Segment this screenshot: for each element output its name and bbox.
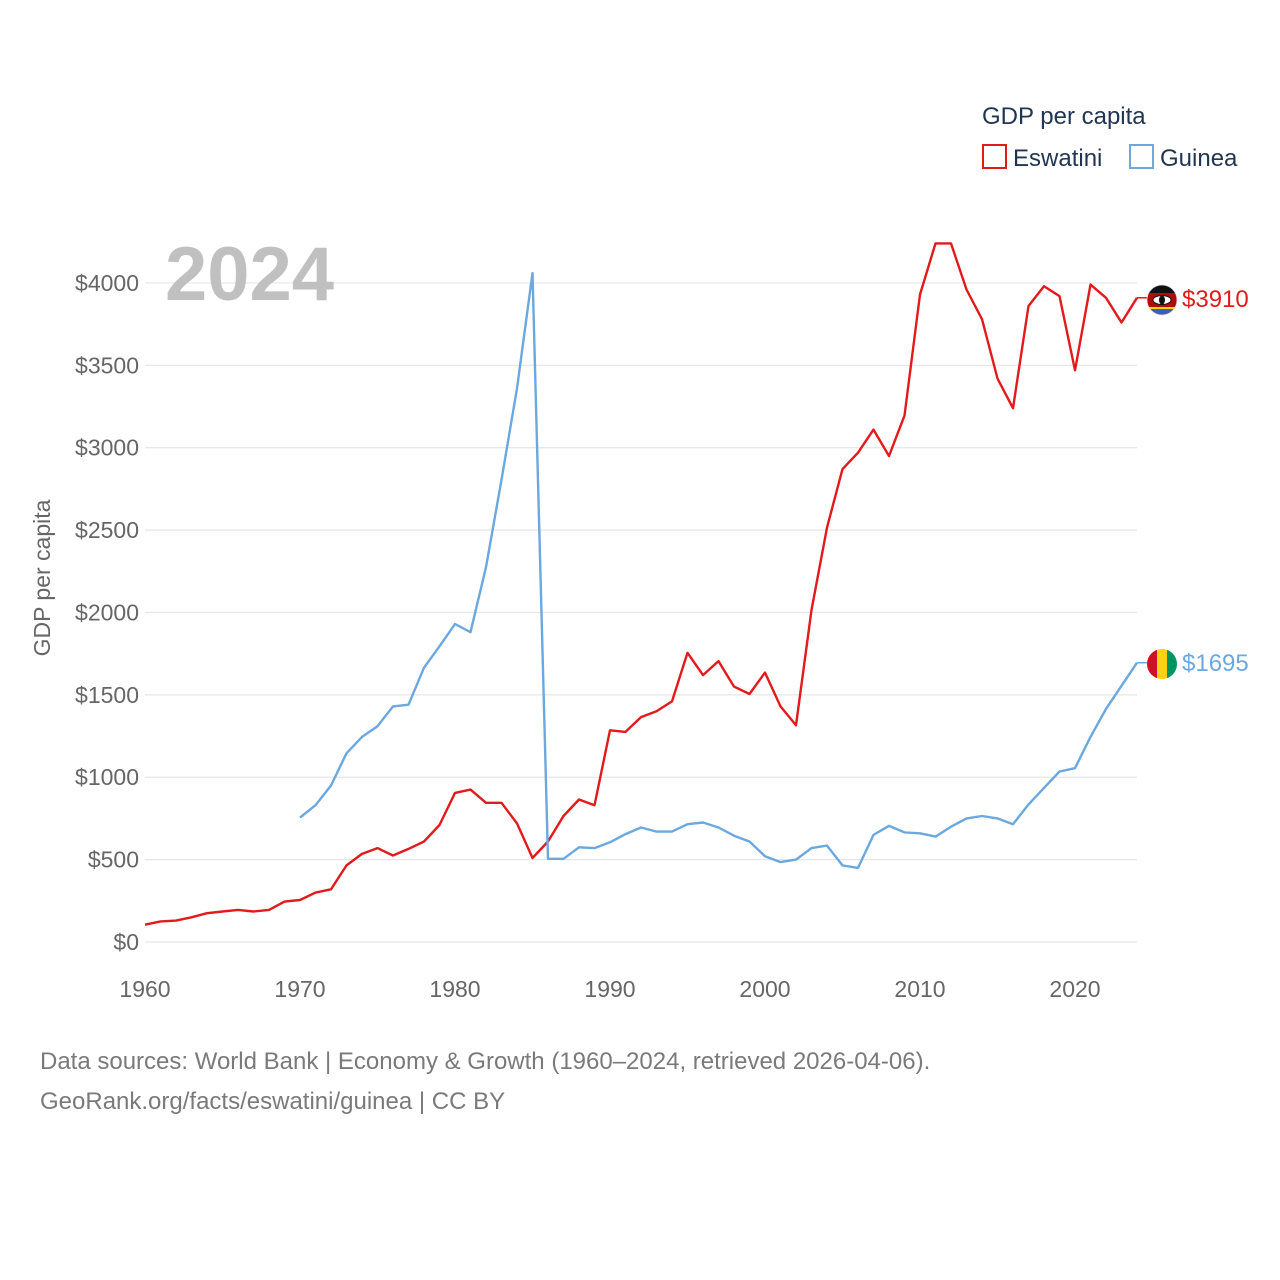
- year-label: 2024: [165, 232, 334, 317]
- eswatini-flag-icon: [1147, 285, 1177, 315]
- source-line-data: Data sources: World Bank | Economy & Gro…: [40, 1048, 931, 1075]
- y-tick-label: $500: [88, 847, 139, 873]
- guinea-flag-icon: [1147, 649, 1177, 679]
- series-line-guinea[interactable]: [299, 271, 1138, 870]
- y-tick-label: $2000: [75, 599, 139, 625]
- source-credits: Data sources: World Bank | Economy & Gro…: [40, 1042, 930, 1122]
- legend-label-eswatini[interactable]: Eswatini: [1013, 145, 1102, 172]
- gdp-line-chart: $0 $500 $1000 $1500 $2000 $2500 $3000 $3500 $400…: [29, 103, 1249, 1002]
- end-value-label-eswatini: $3910: [1182, 286, 1249, 313]
- x-tick-label: 2020: [1049, 976, 1100, 1002]
- x-axis-ticks: 1960 1970 1980 1990 2000 2010 2020: [119, 976, 1100, 1002]
- y-tick-label: $3000: [75, 435, 139, 461]
- legend-label-guinea[interactable]: Guinea: [1160, 145, 1238, 172]
- y-axis-ticks: $0 $500 $1000 $1500 $2000 $2500 $3000 $3500 $400…: [75, 270, 139, 955]
- y-tick-label: $3500: [75, 352, 139, 378]
- x-tick-label: 1960: [119, 976, 170, 1002]
- legend-swatch-eswatini: [982, 144, 1007, 169]
- x-tick-label: 1970: [274, 976, 325, 1002]
- y-tick-label: $1000: [75, 764, 139, 790]
- y-tick-label: $4000: [75, 270, 139, 296]
- y-tick-label: $0: [113, 929, 139, 955]
- series-line-eswatini[interactable]: [144, 242, 1139, 926]
- legend-title: GDP per capita: [982, 103, 1146, 130]
- y-tick-label: $2500: [75, 517, 139, 543]
- y-axis-label: GDP per capita: [29, 499, 55, 656]
- x-tick-label: 1990: [584, 976, 635, 1002]
- end-value-label-guinea: $1695: [1182, 650, 1249, 677]
- source-line-link[interactable]: GeoRank.org/facts/eswatini/guinea | CC B…: [40, 1088, 506, 1115]
- y-tick-label: $1500: [75, 682, 139, 708]
- x-tick-label: 1980: [429, 976, 480, 1002]
- legend: GDP per capita Eswatini Guinea: [982, 103, 1238, 172]
- x-tick-label: 2000: [739, 976, 790, 1002]
- series-lines: [144, 242, 1147, 926]
- legend-swatch-guinea: [1129, 144, 1154, 169]
- grid-lines: [145, 282, 1137, 943]
- x-tick-label: 2010: [894, 976, 945, 1002]
